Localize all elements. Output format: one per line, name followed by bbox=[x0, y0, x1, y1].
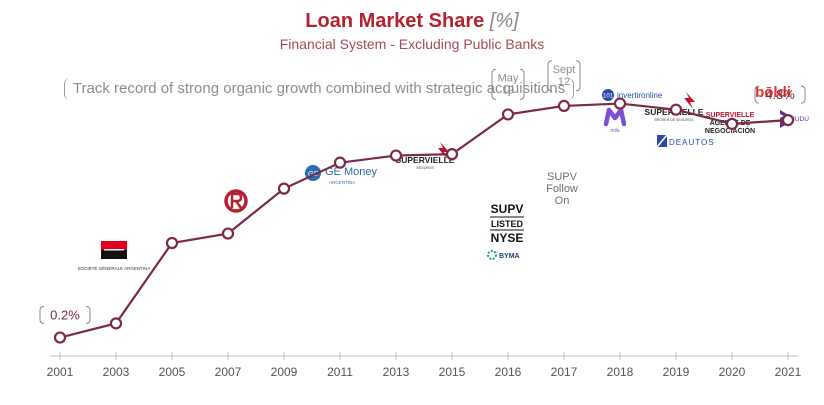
deautos-logo: DEAUTOS bbox=[656, 134, 715, 148]
data-point bbox=[53, 331, 67, 344]
mila-logo: mila bbox=[603, 107, 627, 134]
supervielle-seguros-brand: SUPERVIELLE bbox=[396, 155, 455, 165]
x-tick-label: 2013 bbox=[383, 365, 410, 379]
supervielle-broker-mark bbox=[684, 92, 695, 109]
r-logo-ring bbox=[224, 189, 248, 213]
sg-logo-black-block bbox=[101, 250, 127, 259]
bracket-left bbox=[754, 85, 760, 104]
supv-listed-logo: SUPV LISTED NYSE BYMA bbox=[487, 202, 524, 260]
callout-text: May bbox=[498, 72, 519, 84]
x-tick-label: 2001 bbox=[47, 365, 74, 379]
supv-listed-line3: NYSE bbox=[491, 231, 524, 245]
x-axis: 2001 2003 2005 2007 2009 2011 2013 2015 2016 2017… bbox=[47, 352, 802, 379]
deautos-icon-slash bbox=[656, 134, 668, 148]
boldi-logo: bōldi bbox=[755, 84, 791, 101]
sg-logo-bar bbox=[104, 249, 124, 251]
x-tick-label: 2017 bbox=[551, 365, 578, 379]
chart-tagline: Track record of strong organic growth co… bbox=[64, 78, 574, 100]
societe-generale-logo: SOCIÉTÉ GÉNÉRALE ARGENTINA bbox=[78, 241, 151, 271]
supv-listed-line1: SUPV bbox=[491, 202, 524, 216]
mila-mark bbox=[603, 107, 627, 127]
bracket-right bbox=[519, 68, 525, 100]
data-point bbox=[109, 317, 123, 330]
series-line bbox=[59, 102, 789, 339]
series-layer bbox=[53, 97, 795, 344]
label-bracket bbox=[754, 85, 806, 104]
label-bracket bbox=[39, 306, 91, 325]
ge-money-country: ARGENTINA bbox=[329, 180, 355, 185]
x-tick-label: 2021 bbox=[775, 365, 802, 379]
supervielle-seguros-sub: SEGUROS bbox=[416, 166, 434, 170]
bracket-left bbox=[547, 60, 553, 92]
chart-title-unit: [%] bbox=[489, 10, 519, 32]
callout-text: Sept bbox=[553, 64, 576, 76]
data-point bbox=[221, 227, 235, 240]
chart-title: Loan Market Share [%] bbox=[0, 10, 824, 33]
data-label: 4.8% bbox=[765, 87, 795, 102]
bracket-right bbox=[575, 60, 581, 92]
x-tick-label: 2009 bbox=[271, 365, 298, 379]
supervielle-seguros-mark bbox=[438, 142, 449, 159]
data-point bbox=[613, 97, 627, 110]
data-point bbox=[501, 108, 515, 121]
label-bracket bbox=[491, 68, 525, 100]
callout-text: 12 bbox=[558, 76, 570, 88]
byma-icon bbox=[487, 250, 497, 260]
data-point bbox=[725, 117, 739, 130]
supervielle-broker-sub: BROKER DE SEGUROS bbox=[654, 118, 694, 122]
supervielle-agente-line2: NEGOCIACIÓN bbox=[705, 126, 755, 135]
sg-logo-text: SOCIÉTÉ GÉNÉRALE ARGENTINA bbox=[78, 265, 151, 271]
invertir-online-logo: 101 invertironline bbox=[602, 89, 663, 101]
callout-text: 19 bbox=[502, 84, 514, 96]
follow-on-line3: On bbox=[555, 195, 570, 207]
iudu-text: IUDÚ bbox=[793, 114, 809, 123]
x-tick-label: 2003 bbox=[103, 365, 130, 379]
bracket-right bbox=[85, 306, 91, 325]
chart-title-text: Loan Market Share bbox=[305, 10, 485, 32]
data-point bbox=[669, 103, 683, 116]
mila-text: mila bbox=[610, 128, 619, 134]
byma-text: BYMA bbox=[499, 253, 520, 260]
x-tick-label: 2016 bbox=[495, 365, 522, 379]
data-point bbox=[277, 182, 291, 195]
data-point bbox=[165, 236, 179, 250]
x-tick-label: 2015 bbox=[439, 365, 466, 379]
bracket-right bbox=[800, 85, 806, 104]
x-tick-label: 2007 bbox=[215, 365, 242, 379]
bracket-left bbox=[39, 306, 45, 325]
x-tick-label: 2005 bbox=[159, 365, 186, 379]
data-label: 0.2% bbox=[50, 308, 80, 323]
deautos-text: DEAUTOS bbox=[669, 138, 715, 147]
invertir-online-icon bbox=[602, 89, 614, 101]
supv-listed-line2: LISTED bbox=[491, 219, 524, 229]
data-point bbox=[557, 99, 571, 113]
invertir-online-text: invertironline bbox=[617, 91, 663, 100]
follow-on-line2: Follow bbox=[546, 183, 578, 195]
x-tick-label: 2019 bbox=[663, 365, 690, 379]
x-tick-label: 2020 bbox=[719, 365, 746, 379]
sg-logo-red-block bbox=[101, 241, 127, 250]
label-bracket bbox=[547, 60, 581, 92]
bracket-left bbox=[491, 68, 497, 100]
ge-money-text: GE Money bbox=[325, 166, 377, 178]
x-tick-label: 2011 bbox=[327, 365, 353, 379]
follow-on-line1: SUPV bbox=[547, 171, 578, 183]
data-point bbox=[445, 148, 459, 161]
supervielle-agente-brand: SUPERVIELLE bbox=[706, 112, 755, 119]
chart-subtitle: Financial System - Excluding Public Bank… bbox=[279, 36, 545, 52]
data-point bbox=[333, 156, 347, 169]
data-point bbox=[781, 113, 795, 127]
x-tick-label: 2018 bbox=[607, 365, 634, 379]
supv-follow-on-annotation: SUPV Follow On bbox=[546, 171, 578, 207]
invertir-online-mark: 101 bbox=[603, 94, 614, 100]
r-brand-logo bbox=[224, 189, 248, 213]
data-point bbox=[389, 149, 403, 162]
r-logo-glyph bbox=[230, 192, 243, 209]
supervielle-seguros-logo: SUPERVIELLE SEGUROS bbox=[396, 142, 455, 170]
boldi-text: bōldi bbox=[755, 84, 791, 101]
